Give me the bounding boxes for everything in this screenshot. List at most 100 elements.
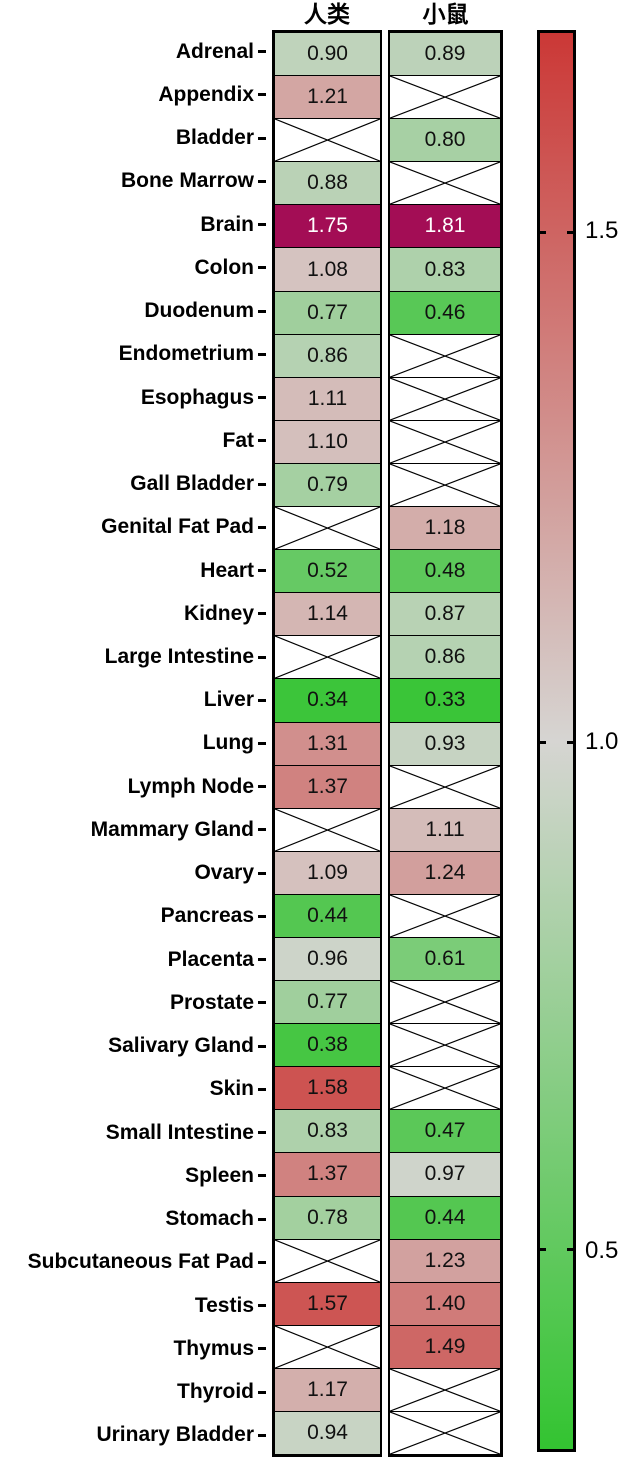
row-label: Lymph Node: [127, 774, 254, 798]
row-label: Colon: [194, 255, 254, 279]
heatmap-cell: 1.37: [275, 1153, 380, 1197]
cell-value: 0.48: [424, 559, 466, 583]
row-axis-tick: [258, 525, 266, 529]
colorbar-tick: [540, 740, 546, 744]
row-axis-tick: [258, 1217, 266, 1221]
heatmap-cell: 1.18: [390, 507, 500, 551]
crossed-out-icon: [390, 421, 500, 463]
cell-value: 0.97: [424, 1162, 466, 1186]
heatmap-cell: 0.94: [275, 1412, 380, 1455]
heatmap-cell: [390, 1067, 500, 1111]
heatmap-cell: 0.86: [275, 334, 380, 378]
heatmap-cell: 0.97: [390, 1153, 500, 1197]
heatmap-cell: 0.93: [390, 722, 500, 766]
crossed-out-icon: [275, 636, 380, 678]
row-axis-tick: [258, 50, 266, 54]
row-axis-tick: [258, 1390, 266, 1394]
heatmap-cell: 1.81: [390, 205, 500, 249]
row-label: Urinary Bladder: [96, 1423, 254, 1447]
row-label: Brain: [200, 212, 254, 236]
row-axis-tick: [258, 309, 266, 313]
row-label: Subcutaneous Fat Pad: [27, 1250, 254, 1274]
crossed-out-icon: [275, 1240, 380, 1282]
row-axis-tick: [258, 569, 266, 573]
cell-value: 1.11: [307, 386, 348, 410]
row-label: Lung: [202, 731, 254, 755]
heatmap-cell: 0.47: [390, 1110, 500, 1154]
row-label: Esophagus: [140, 385, 254, 409]
row-label: Duodenum: [144, 299, 254, 323]
row-axis-tick: [258, 352, 266, 356]
heatmap-cell: 1.08: [275, 248, 380, 292]
row-label: Skin: [209, 1077, 254, 1101]
row-label: Bladder: [175, 126, 254, 150]
row-axis-tick: [258, 1131, 266, 1135]
heatmap-cell: 0.33: [390, 679, 500, 723]
row-axis-tick: [258, 1087, 266, 1091]
cell-value: 0.47: [424, 1119, 466, 1143]
cell-value: 1.40: [424, 1291, 466, 1315]
row-axis-tick: [258, 828, 266, 832]
heatmap-cell: 0.46: [390, 291, 500, 335]
row-label: Fat: [222, 428, 255, 452]
cell-value: 0.89: [424, 42, 466, 66]
heatmap-cell: 0.38: [275, 1024, 380, 1068]
heatmap-cell: 0.61: [390, 937, 500, 982]
crossed-out-icon: [275, 119, 380, 161]
heatmap-cell: 1.14: [275, 593, 380, 637]
cell-value: 1.37: [307, 1162, 348, 1186]
cell-value: 0.77: [307, 990, 348, 1014]
cell-value: 0.94: [307, 1421, 348, 1445]
cell-value: 0.38: [307, 1033, 348, 1057]
cell-value: 1.09: [307, 860, 348, 884]
cell-value: 1.81: [424, 214, 466, 238]
cell-value: 1.31: [307, 731, 348, 755]
crossed-out-icon: [390, 1369, 500, 1411]
heatmap-cell: 1.10: [275, 420, 380, 464]
heatmap-cell: 0.96: [275, 937, 380, 982]
cell-value: 0.44: [424, 1205, 466, 1229]
heatmap-column-human: 0.90 1.21 0.88 1.75 1.08 0.77 0.86 1.11 1.10 0.79…: [272, 30, 382, 1457]
cell-value: 1.75: [307, 214, 348, 238]
row-axis-tick: [258, 136, 266, 140]
colorbar: [537, 30, 576, 1452]
heatmap-cell: [390, 76, 500, 120]
row-label: Placenta: [167, 947, 254, 971]
heatmap-cell: 0.44: [275, 894, 380, 938]
row-label: Thyroid: [177, 1380, 254, 1404]
row-label: Pancreas: [160, 904, 254, 928]
cell-value: 1.14: [307, 602, 348, 626]
heatmap-cell: 1.40: [390, 1282, 500, 1326]
colorbar-tick-label: 0.5: [585, 1237, 619, 1265]
heatmap-cell: [390, 981, 500, 1025]
cell-value: 1.08: [307, 257, 348, 281]
crossed-out-icon: [275, 507, 380, 549]
row-label: Prostate: [169, 990, 254, 1014]
heatmap-cell: 0.77: [275, 981, 380, 1025]
row-axis-tick: [258, 266, 266, 270]
cell-value: 1.21: [307, 85, 348, 109]
heatmap-cell: [390, 1024, 500, 1068]
heatmap-cell: [390, 1368, 500, 1412]
cell-value: 1.10: [307, 429, 348, 453]
row-axis-tick: [258, 93, 266, 97]
row-axis-tick: [258, 612, 266, 616]
row-axis-tick: [258, 1347, 266, 1351]
colorbar-tick: [567, 231, 573, 235]
crossed-out-icon: [390, 335, 500, 377]
row-label: Large Intestine: [104, 645, 254, 668]
cell-value: 0.87: [424, 602, 466, 626]
row-axis-tick: [258, 396, 266, 400]
column-header-mouse: 小鼠: [422, 1, 469, 27]
cell-value: 1.24: [424, 860, 466, 884]
row-label: Liver: [203, 688, 254, 712]
heatmap-cell: 0.34: [275, 679, 380, 723]
heatmap-cell: [275, 1325, 380, 1369]
cell-value: 0.46: [424, 300, 466, 324]
row-label: Endometrium: [118, 342, 254, 366]
row-axis-tick: [258, 439, 266, 443]
cell-value: 0.78: [307, 1205, 348, 1229]
column-header-human: 人类: [304, 1, 350, 27]
crossed-out-icon: [275, 809, 380, 851]
row-label: Spleen: [185, 1163, 254, 1187]
